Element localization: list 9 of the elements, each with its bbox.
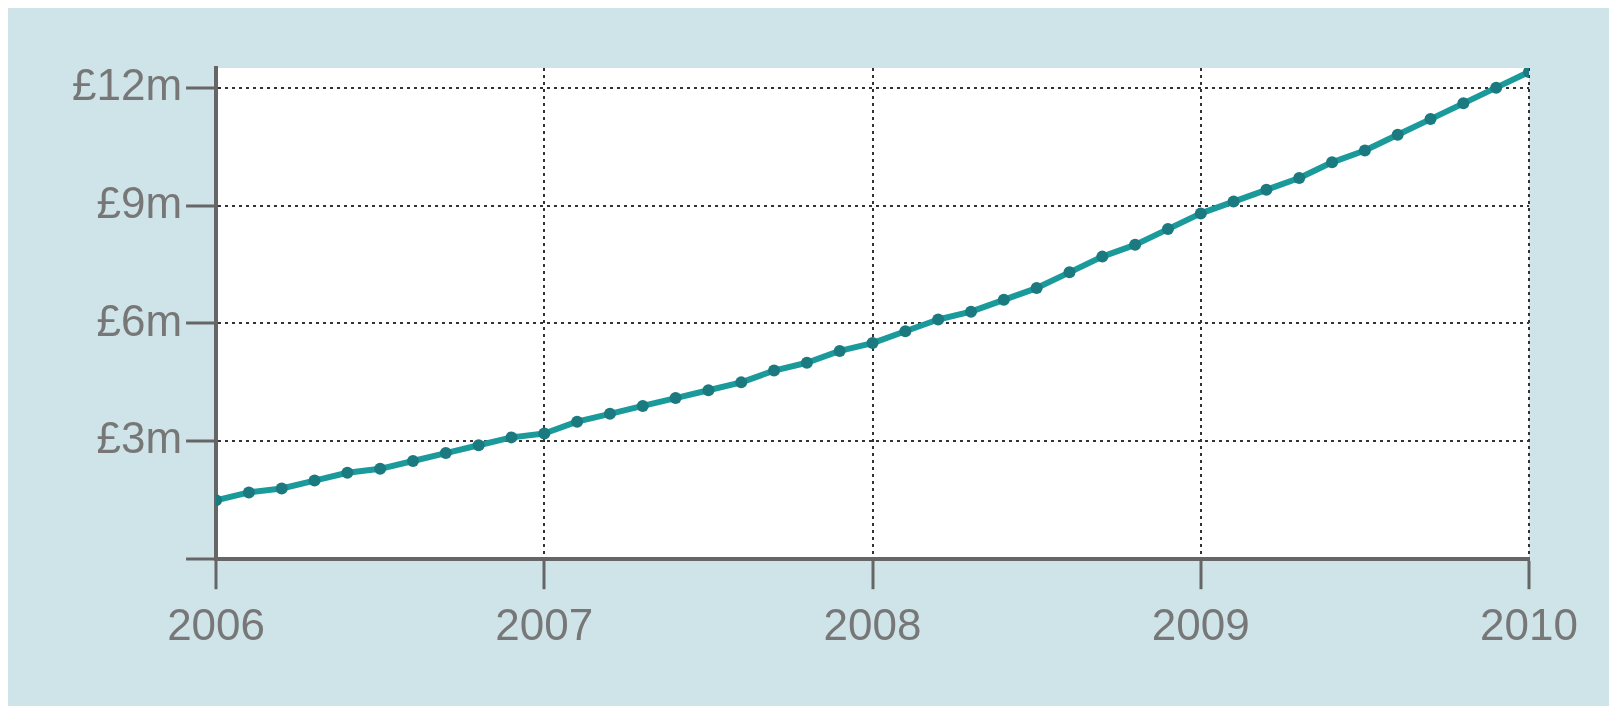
x-tick-label: 2010 — [1480, 599, 1578, 649]
x-tick-label: 2009 — [1151, 599, 1250, 649]
y-tick-label: £12m — [71, 59, 183, 109]
y-tick-label: £6m — [96, 295, 183, 345]
x-tick-label: 2006 — [167, 599, 266, 649]
x-tick-label: 2008 — [823, 599, 922, 649]
y-tick-label: £9m — [96, 177, 183, 227]
x-tick-label: 2007 — [495, 599, 594, 649]
y-tick-label: £3m — [96, 413, 183, 463]
